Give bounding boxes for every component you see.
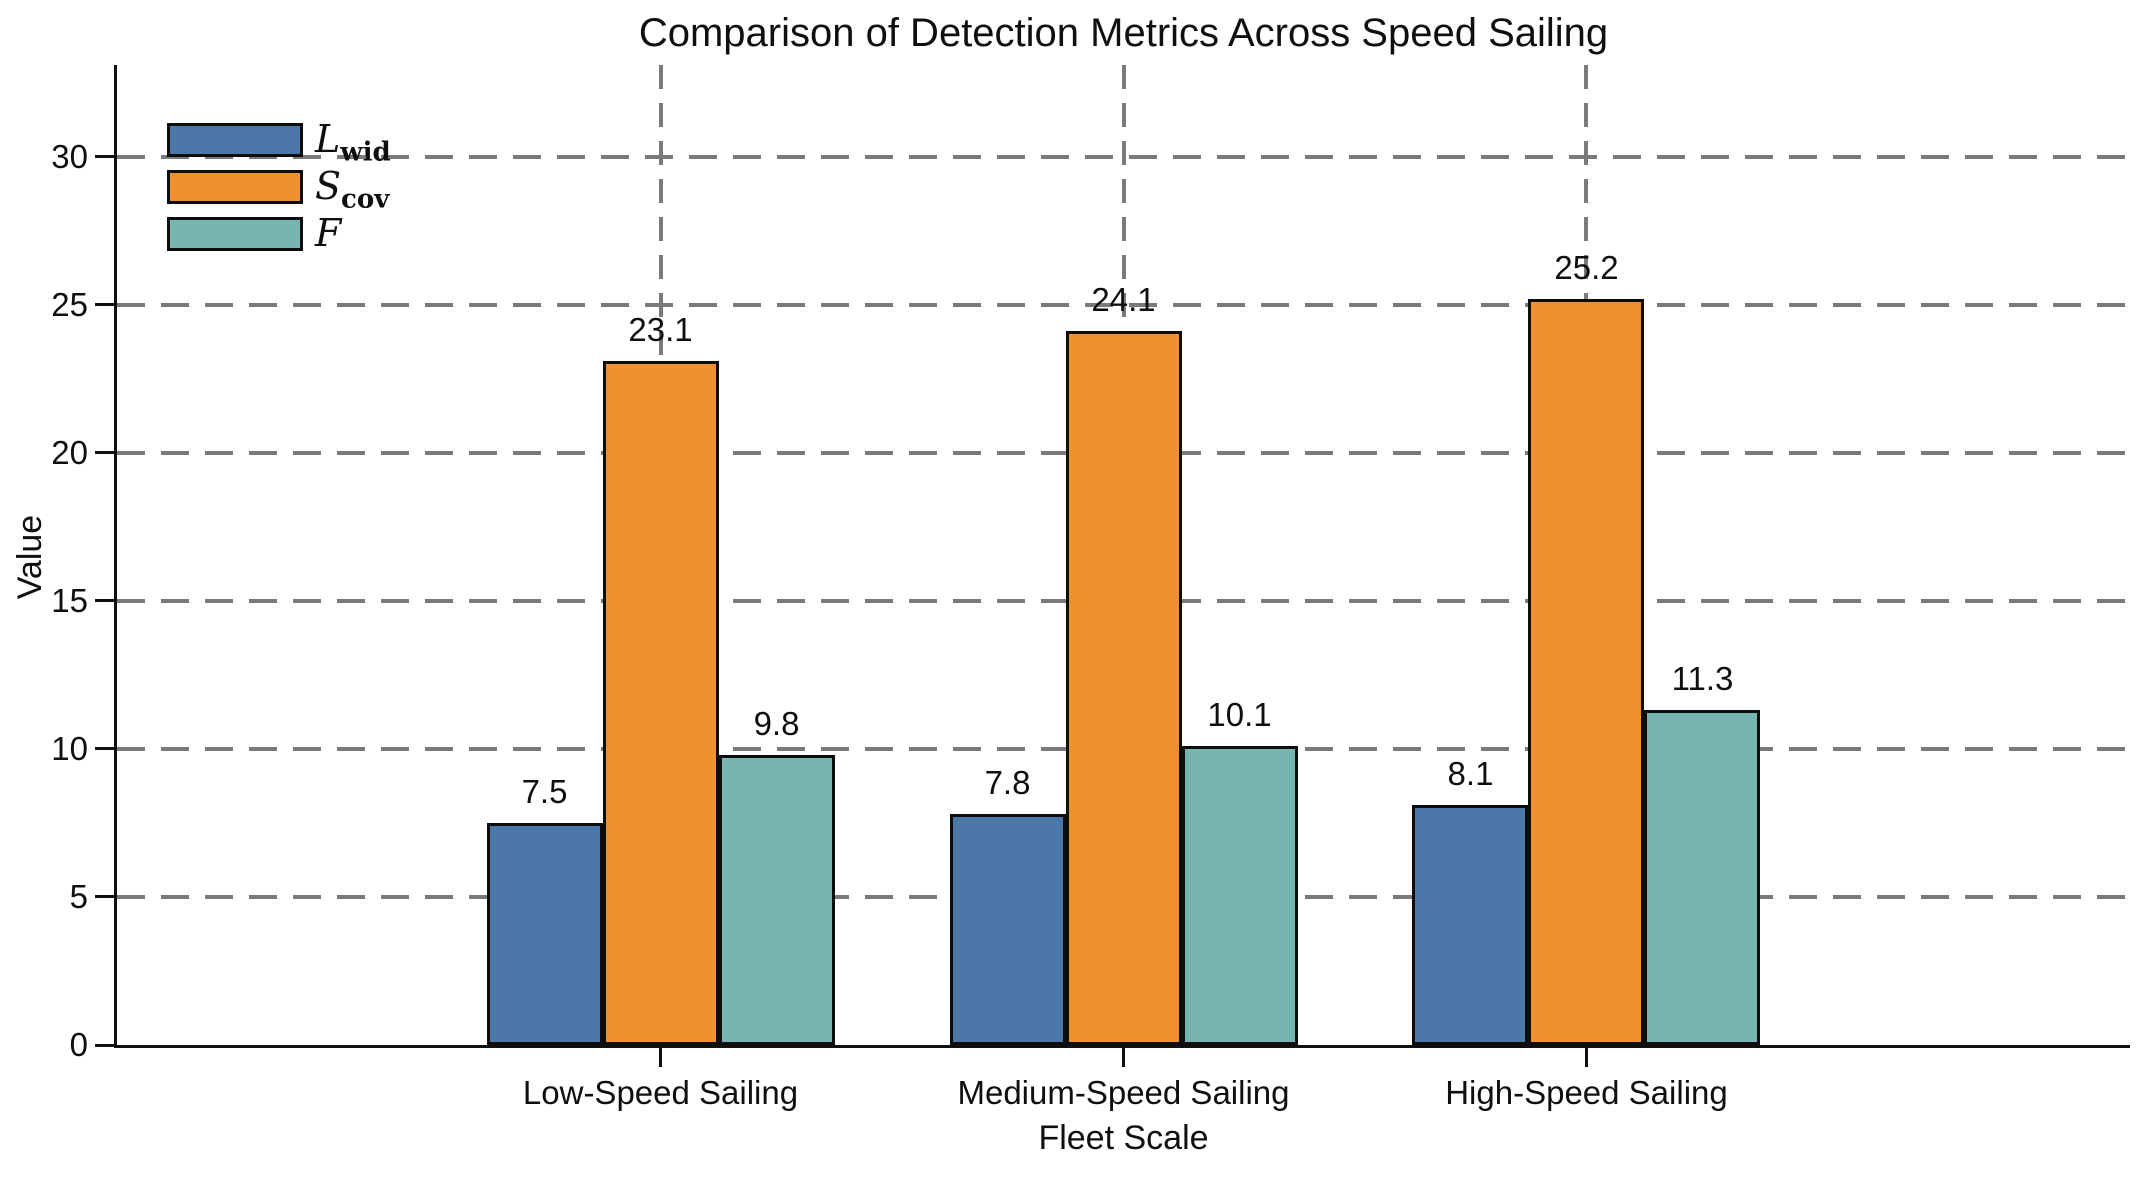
legend-swatch-S_cov: [167, 170, 303, 204]
bar-value-label: 9.8: [753, 704, 800, 742]
y-tick: [95, 895, 117, 899]
bar-L_wid: [949, 814, 1066, 1045]
legend-label-main: F: [315, 211, 342, 255]
bar-L_wid: [486, 822, 603, 1045]
bar-S_cov: [602, 361, 719, 1045]
x-axis-title: Fleet Scale: [1038, 1119, 1209, 1157]
y-tick-label: 0: [69, 1026, 88, 1063]
bar-value-label: 24.1: [1091, 281, 1156, 319]
y-tick-label: 25: [51, 285, 88, 323]
bar-value-label: 7.5: [521, 772, 568, 810]
legend-label-S_cov: Scov: [315, 164, 389, 222]
legend-label-main: L: [315, 117, 341, 161]
x-tick: [1584, 1045, 1588, 1067]
legend-swatch-F: [167, 217, 303, 251]
bar-value-label: 11.3: [1671, 660, 1734, 698]
legend-label-L_wid: Lwid: [315, 117, 391, 175]
bar-value-label: 8.1: [1447, 755, 1494, 793]
y-tick: [95, 599, 117, 603]
x-tick: [659, 1045, 662, 1067]
y-tick: [95, 303, 117, 307]
bar-F: [1644, 710, 1761, 1045]
y-tick: [95, 1043, 117, 1047]
y-axis-spine: [114, 65, 117, 1048]
y-tick-label: 20: [51, 433, 88, 471]
legend-label-main: S: [315, 164, 342, 208]
y-tick-label: 5: [69, 877, 88, 915]
bar-value-label: 7.8: [984, 764, 1031, 802]
bar-value-label: 25.2: [1554, 248, 1619, 286]
y-tick-label: 30: [51, 137, 88, 175]
y-tick-label: 15: [51, 581, 88, 619]
bar-F: [1181, 745, 1298, 1045]
bar-S_cov: [1528, 298, 1645, 1045]
legend-label-F: F: [315, 211, 341, 255]
bar-value-label: 23.1: [628, 311, 693, 349]
bar-F: [718, 754, 835, 1045]
legend-label-subscript: cov: [341, 184, 390, 215]
bar-L_wid: [1412, 805, 1529, 1045]
legend-label-subscript: wid: [340, 137, 391, 168]
bar-S_cov: [1065, 331, 1182, 1045]
x-tick: [1122, 1045, 1125, 1067]
y-tick: [95, 451, 117, 455]
x-category-label: Medium-Speed Sailing: [957, 1074, 1290, 1111]
bar-value-label: 10.1: [1207, 695, 1272, 733]
y-tick: [95, 155, 117, 159]
x-category-label: Low-Speed Sailing: [522, 1074, 799, 1111]
legend-swatch-L_wid: [167, 123, 303, 157]
y-tick-label: 10: [51, 729, 88, 767]
x-category-label: High-Speed Sailing: [1445, 1074, 1728, 1111]
chart-title: Comparison of Detection Metrics Across S…: [638, 11, 1609, 55]
y-tick: [95, 747, 117, 751]
